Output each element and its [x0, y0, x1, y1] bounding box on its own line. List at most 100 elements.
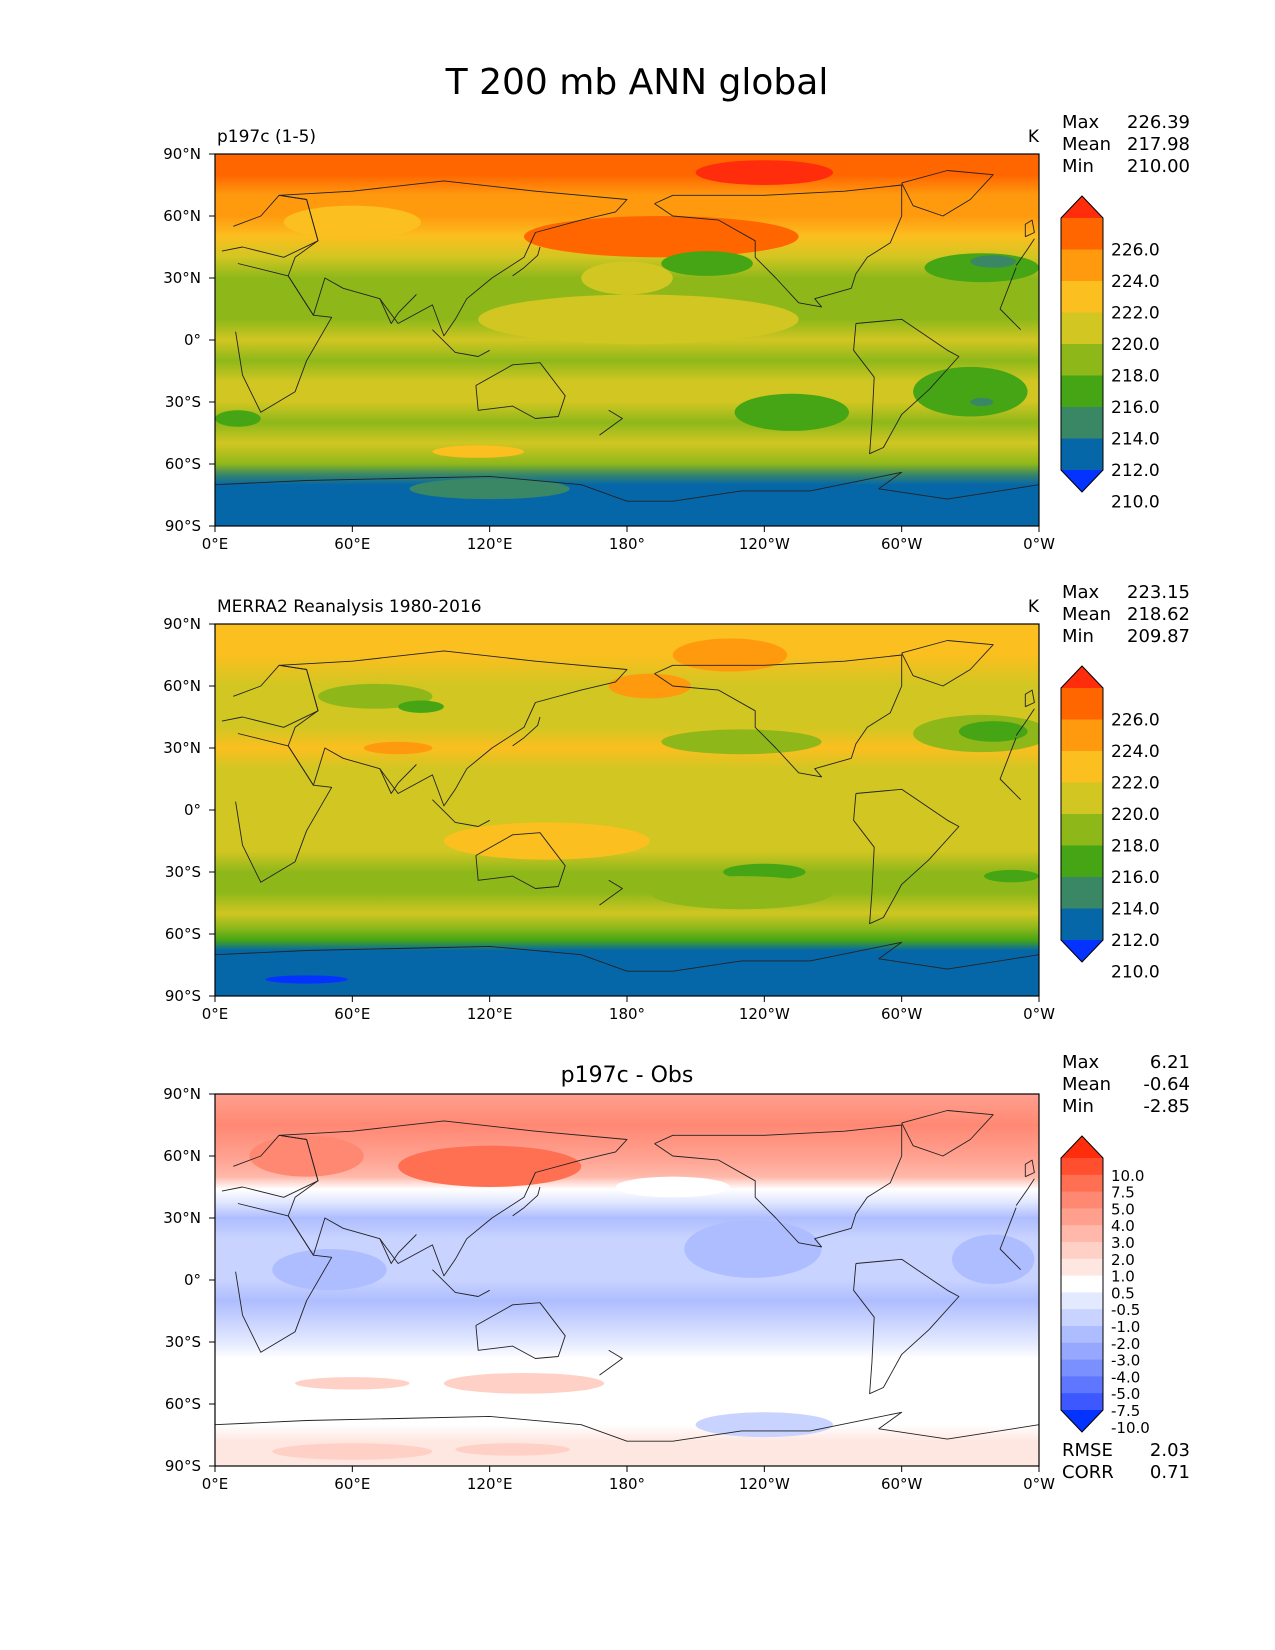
colorbar-swatch [1061, 877, 1103, 909]
colorbar-swatch [1061, 1275, 1103, 1293]
y-tick-label: 60°N [163, 677, 201, 695]
coastline [654, 1124, 903, 1248]
colorbar-label: 220.0 [1111, 335, 1160, 355]
contour-region [478, 294, 799, 345]
colorbar-swatch [1061, 1208, 1103, 1226]
contour-region [615, 1176, 730, 1198]
y-tick-label: 30°S [165, 393, 201, 411]
colorbar-label: -10.0 [1111, 1419, 1150, 1437]
panel-title: p197c - Obs [561, 1063, 694, 1088]
contour-region [215, 410, 261, 427]
contour-region [970, 397, 994, 407]
stat-label-rmse: RMSE [1062, 1440, 1113, 1461]
colorbar-label: -3.0 [1111, 1352, 1140, 1370]
y-tick-label: 60°S [165, 1395, 201, 1413]
y-tick-label: 90°S [165, 987, 201, 1005]
colorbar-label: 218.0 [1111, 367, 1160, 387]
y-tick-label: 30°N [163, 739, 201, 757]
y-tick-label: 90°S [165, 517, 201, 535]
colorbar-extend-top [1061, 1136, 1103, 1158]
x-tick-label: 0°W [1023, 535, 1055, 553]
y-tick-label: 60°S [165, 925, 201, 943]
coastline [512, 1186, 541, 1217]
contour-region [581, 261, 673, 295]
stat-label-max: Max [1062, 112, 1100, 133]
colorbar-swatch [1061, 1292, 1103, 1310]
y-tick-label: 60°S [165, 455, 201, 473]
contour-region [318, 683, 433, 709]
colorbar-swatch [1061, 814, 1103, 846]
colorbar-swatch [1061, 218, 1103, 250]
panel-title: p197c (1-5) [217, 127, 316, 147]
figure-title: T 200 mb ANN global [445, 62, 829, 103]
y-tick-label: 0° [184, 801, 201, 819]
colorbar-label: 226.0 [1111, 711, 1160, 731]
stat-label-max: Max [1062, 582, 1100, 603]
contour-region [958, 721, 1028, 742]
contour-region [398, 1145, 582, 1188]
coastline [432, 329, 490, 357]
coastline [853, 318, 960, 455]
stat-value-max: 226.39 [1127, 112, 1190, 133]
contour-region [249, 1135, 364, 1177]
colorbar-label: 216.0 [1111, 398, 1160, 418]
colorbar-swatch [1061, 249, 1103, 282]
stat-label-mean: Mean [1062, 134, 1111, 155]
colorbar-swatch [1061, 782, 1103, 815]
colorbar-outline [1060, 1135, 1104, 1433]
contour-region [672, 638, 788, 672]
x-tick-label: 0°E [202, 1475, 229, 1493]
colorbar-extend-top [1061, 196, 1103, 218]
colorbar: 226.0 224.0 222.0 220.0 218.0 216.0 214.0 212.0… [1060, 665, 1160, 983]
x-tick-label: 180° [609, 535, 645, 553]
stat-value-mean: -0.64 [1143, 1074, 1190, 1095]
contour-region [608, 673, 692, 699]
coastline [432, 799, 490, 827]
y-tick-label: 60°N [163, 207, 201, 225]
contour-region [265, 975, 348, 984]
colorbar-label: 224.0 [1111, 742, 1160, 762]
contour-region [272, 1443, 433, 1460]
colorbar-label: 7.5 [1111, 1184, 1135, 1202]
colorbar-extend-bottom [1061, 1410, 1103, 1432]
colorbar-label: 210.0 [1111, 493, 1160, 513]
contour-region [398, 700, 444, 713]
colorbar-swatch [1061, 281, 1103, 313]
x-tick-label: 120°E [467, 535, 513, 553]
stat-value-corr: 0.71 [1150, 1462, 1190, 1483]
colorbar-label: 218.0 [1111, 837, 1160, 857]
map-panel-3: p197c - Obs 0°E 60°E 120°E 180° 120°W 60°W 0°W 9… [163, 1052, 1190, 1493]
colorbar-swatch [1061, 1376, 1103, 1394]
y-tick-label: 90°N [163, 145, 201, 163]
contour-region [443, 822, 650, 860]
colorbar-label: -7.5 [1111, 1402, 1140, 1420]
map-panel-1: p197c (1-5) K 0°E 60°E 120°E 180° 120°W 60°W 0°W… [163, 112, 1190, 553]
x-tick-label: 0°E [202, 535, 229, 553]
colorbar: 10.07.55.04.03.02.01.00.5-0.5-1.0-2.0-3.… [1060, 1135, 1150, 1437]
stat-label-max: Max [1062, 1052, 1100, 1073]
colorbar: 226.0 224.0 222.0 220.0 218.0 216.0 214.0 212.0… [1060, 195, 1160, 513]
colorbar-swatch [1061, 344, 1103, 376]
coastline [654, 184, 903, 308]
y-tick-label: 30°N [163, 1209, 201, 1227]
coastlines [215, 640, 1039, 972]
coastline [279, 1120, 628, 1277]
x-tick-label: 120°E [467, 1005, 513, 1023]
colorbar-label: -2.0 [1111, 1335, 1140, 1353]
colorbar-label: 2.0 [1111, 1251, 1135, 1269]
coastline [901, 640, 994, 687]
contour-region [661, 251, 753, 276]
coastline [599, 879, 623, 906]
coastlines [215, 170, 1039, 502]
colorbar-label: -1.0 [1111, 1318, 1140, 1336]
colorbar-label: 224.0 [1111, 272, 1160, 292]
coastline [901, 170, 994, 217]
x-tick-label: 0°W [1023, 1005, 1055, 1023]
colorbar-label: 226.0 [1111, 241, 1160, 261]
contour-region [695, 1412, 833, 1438]
colorbar-swatch [1061, 1158, 1103, 1176]
units-label: K [1028, 597, 1040, 617]
coastline [215, 1411, 1039, 1442]
colorbar-label: 214.0 [1111, 430, 1160, 450]
